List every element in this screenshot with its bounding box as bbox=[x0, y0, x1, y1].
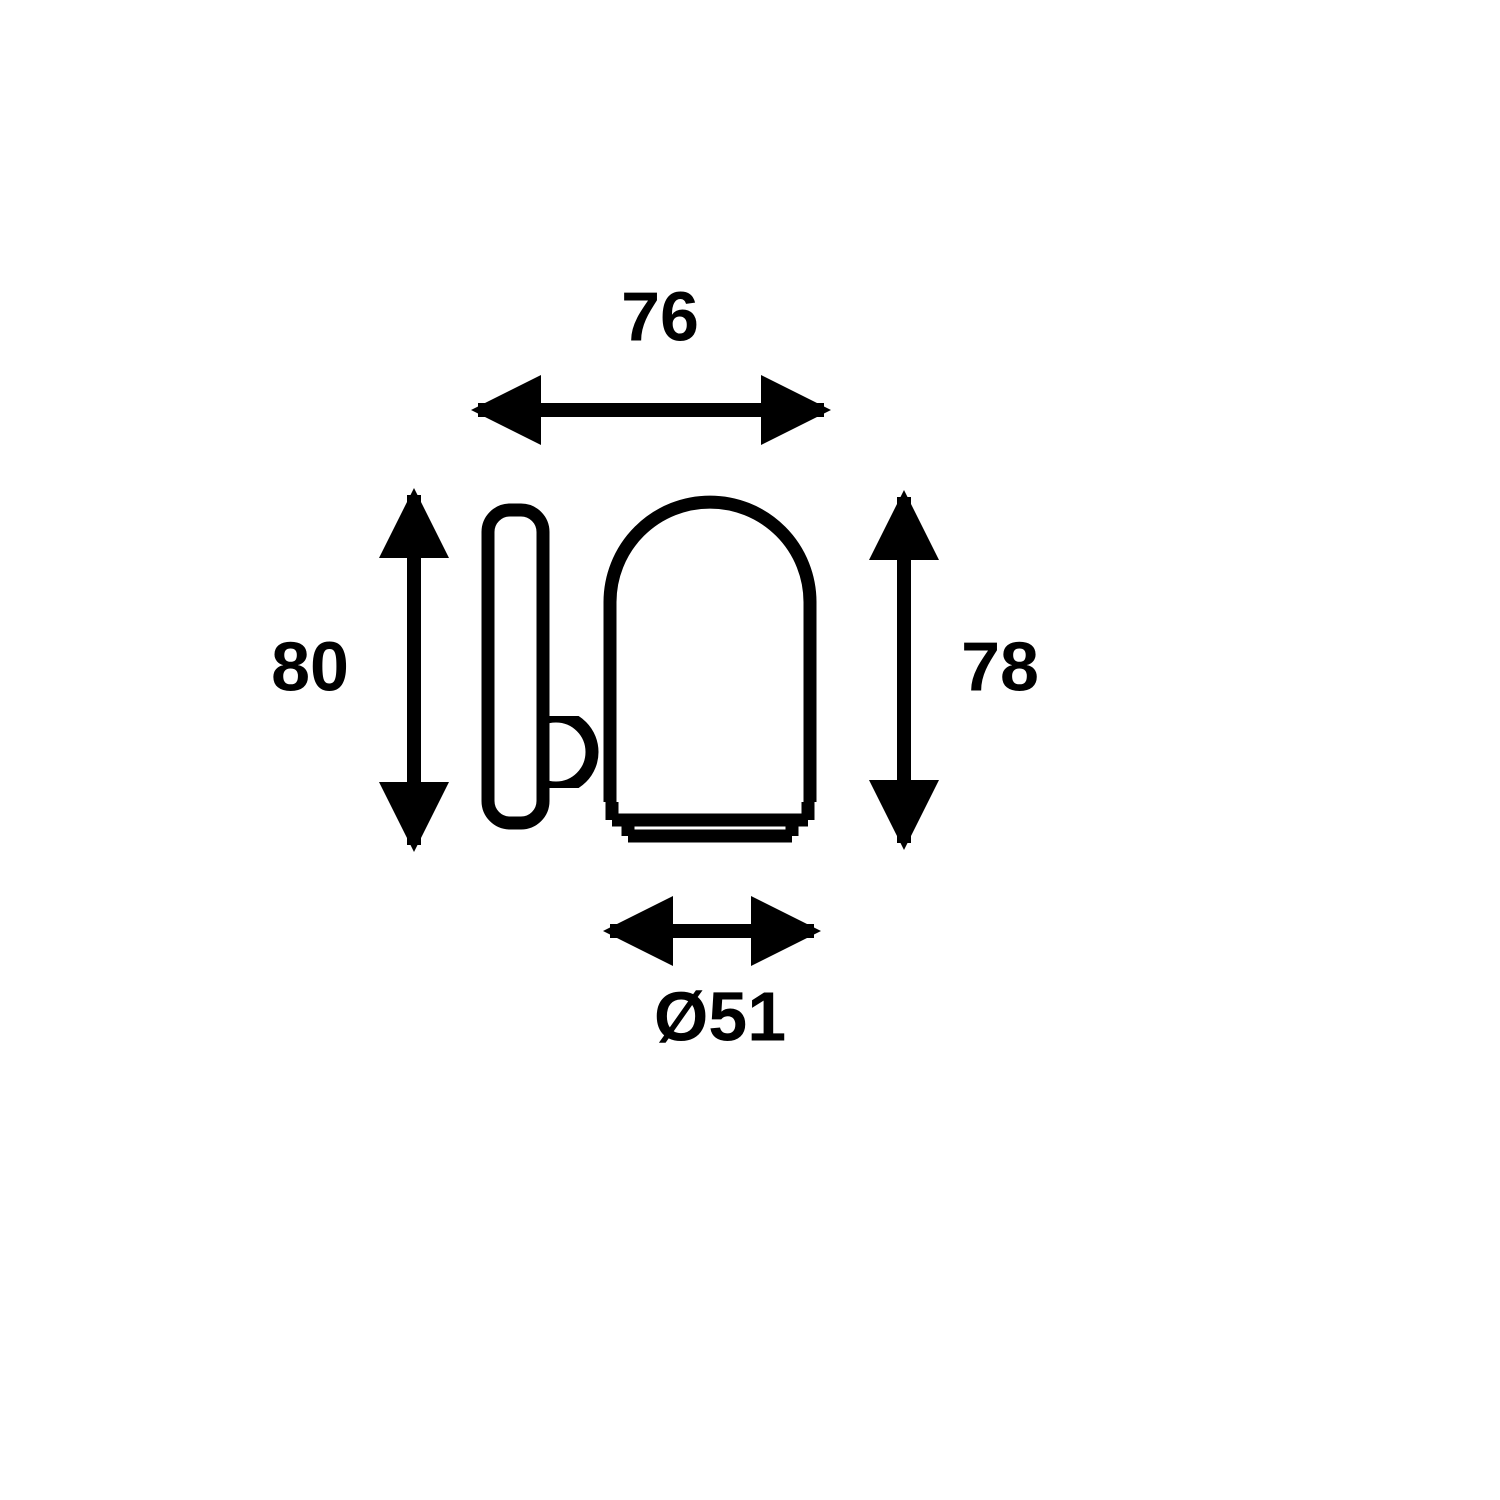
connector-arc bbox=[520, 716, 592, 788]
dimension-diagram: 76 80 78 Ø51 bbox=[0, 0, 1500, 1500]
lamp-body bbox=[610, 502, 810, 802]
dim-top-label: 76 bbox=[621, 277, 699, 355]
dim-left-label: 80 bbox=[271, 627, 349, 705]
dim-bottom-label: Ø51 bbox=[654, 977, 786, 1055]
wall-plate bbox=[488, 510, 543, 823]
dim-right-label: 78 bbox=[961, 627, 1039, 705]
